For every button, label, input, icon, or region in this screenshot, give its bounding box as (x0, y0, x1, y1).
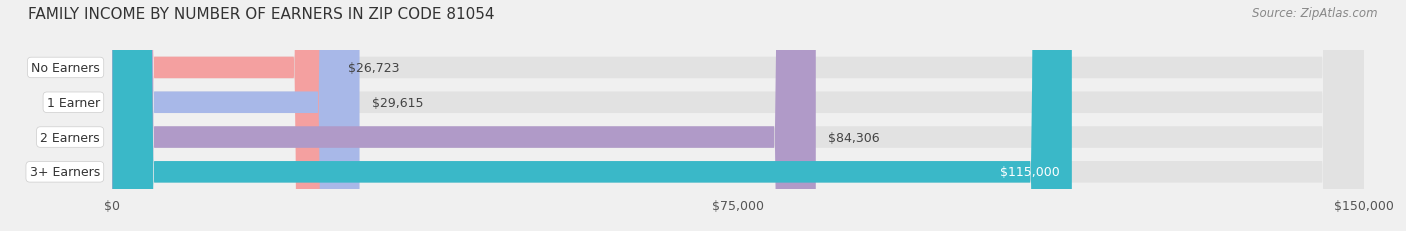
FancyBboxPatch shape (112, 0, 815, 231)
Text: 3+ Earners: 3+ Earners (30, 166, 100, 179)
Text: $26,723: $26,723 (347, 62, 399, 75)
Text: FAMILY INCOME BY NUMBER OF EARNERS IN ZIP CODE 81054: FAMILY INCOME BY NUMBER OF EARNERS IN ZI… (28, 7, 495, 22)
FancyBboxPatch shape (112, 0, 1364, 231)
Text: $84,306: $84,306 (828, 131, 880, 144)
Text: No Earners: No Earners (31, 62, 100, 75)
FancyBboxPatch shape (112, 0, 360, 231)
Text: 1 Earner: 1 Earner (46, 96, 100, 109)
Text: Source: ZipAtlas.com: Source: ZipAtlas.com (1253, 7, 1378, 20)
Text: $29,615: $29,615 (373, 96, 423, 109)
FancyBboxPatch shape (112, 0, 336, 231)
Text: 2 Earners: 2 Earners (41, 131, 100, 144)
FancyBboxPatch shape (112, 0, 1071, 231)
FancyBboxPatch shape (112, 0, 1364, 231)
FancyBboxPatch shape (112, 0, 1364, 231)
FancyBboxPatch shape (112, 0, 1364, 231)
Text: $115,000: $115,000 (1000, 166, 1059, 179)
